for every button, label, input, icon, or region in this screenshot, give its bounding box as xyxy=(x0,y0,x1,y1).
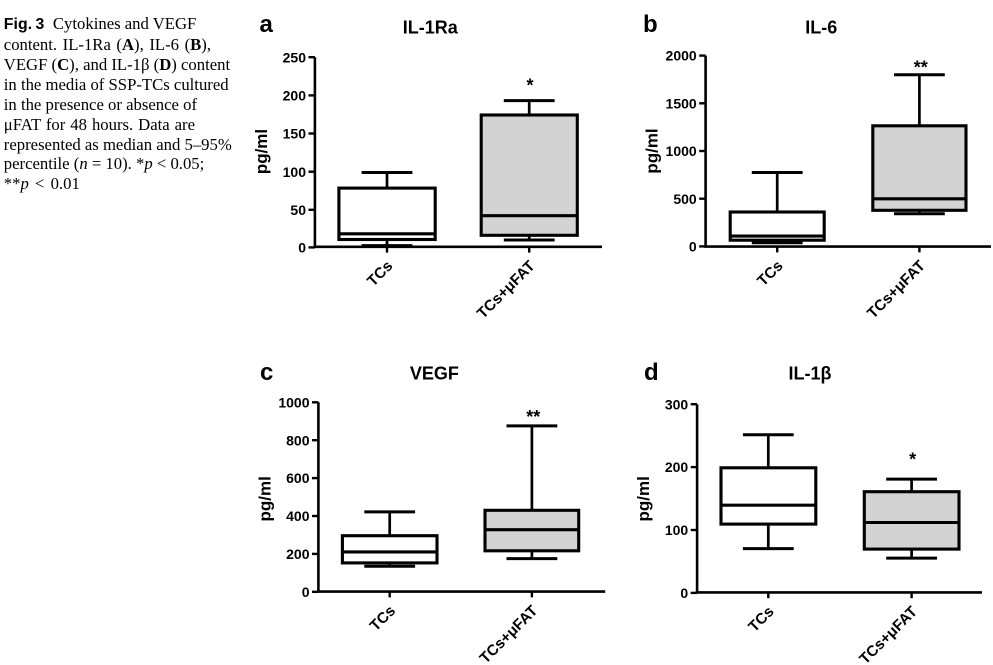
svg-text:0: 0 xyxy=(298,240,306,256)
svg-text:50: 50 xyxy=(290,202,306,218)
svg-text:c: c xyxy=(260,359,273,386)
svg-text:200: 200 xyxy=(286,546,310,562)
svg-text:TCs+μFAT: TCs+μFAT xyxy=(864,257,929,322)
svg-text:**: ** xyxy=(914,58,928,78)
svg-text:1000: 1000 xyxy=(666,143,697,159)
svg-text:a: a xyxy=(260,11,274,38)
svg-text:0: 0 xyxy=(302,584,310,600)
svg-text:TCs+μFAT: TCs+μFAT xyxy=(856,603,921,665)
svg-text:1000: 1000 xyxy=(278,394,309,410)
svg-text:800: 800 xyxy=(286,432,310,448)
svg-text:d: d xyxy=(644,359,659,386)
svg-text:1500: 1500 xyxy=(666,95,697,111)
svg-text:pg/ml: pg/ml xyxy=(634,476,653,521)
svg-text:500: 500 xyxy=(673,191,697,207)
svg-text:TCs: TCs xyxy=(745,603,777,635)
svg-text:TCs: TCs xyxy=(367,602,399,634)
svg-text:250: 250 xyxy=(283,49,307,65)
svg-text:400: 400 xyxy=(286,508,310,524)
svg-text:pg/ml: pg/ml xyxy=(643,128,662,173)
svg-text:200: 200 xyxy=(283,88,307,104)
svg-text:IL-1β: IL-1β xyxy=(789,364,832,384)
svg-text:VEGF: VEGF xyxy=(410,363,459,383)
svg-text:*: * xyxy=(909,449,916,469)
svg-text:pg/ml: pg/ml xyxy=(252,129,271,174)
svg-text:*: * xyxy=(526,75,533,95)
svg-text:0: 0 xyxy=(680,585,688,601)
svg-text:pg/ml: pg/ml xyxy=(255,476,274,521)
svg-text:TCs: TCs xyxy=(364,258,396,290)
svg-text:150: 150 xyxy=(283,126,307,142)
svg-text:**: ** xyxy=(526,407,540,427)
svg-text:100: 100 xyxy=(665,522,689,538)
svg-text:IL-1Ra: IL-1Ra xyxy=(403,17,459,37)
svg-text:300: 300 xyxy=(665,396,689,412)
svg-text:TCs: TCs xyxy=(754,257,786,289)
svg-text:TCs+μFAT: TCs+μFAT xyxy=(477,602,542,665)
svg-text:200: 200 xyxy=(665,459,689,475)
svg-text:IL-6: IL-6 xyxy=(805,18,837,38)
svg-text:2000: 2000 xyxy=(666,48,697,64)
svg-text:100: 100 xyxy=(283,164,307,180)
svg-text:TCs+μFAT: TCs+μFAT xyxy=(474,257,539,322)
svg-text:b: b xyxy=(643,11,658,38)
svg-text:600: 600 xyxy=(286,470,310,486)
svg-text:0: 0 xyxy=(689,239,697,255)
